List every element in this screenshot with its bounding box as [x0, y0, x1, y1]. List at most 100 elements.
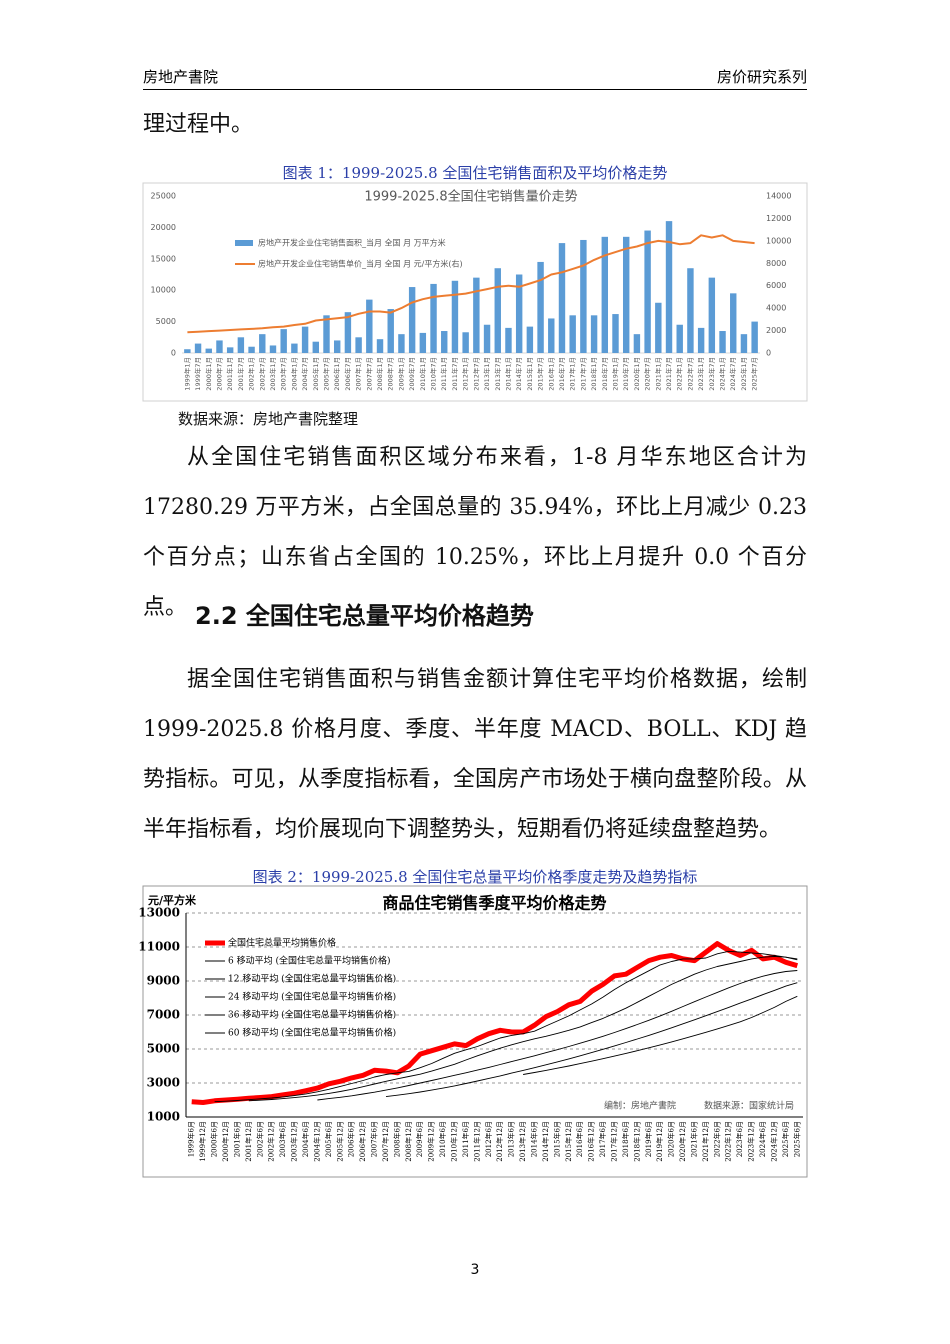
x-tick-label: 2007年6月: [370, 1121, 379, 1157]
x-tick-label: 2001年1月: [225, 357, 234, 391]
bar: [719, 331, 726, 353]
x-tick-label: 2018年12月: [632, 1121, 641, 1162]
x-tick-label: 2005年6月: [324, 1121, 333, 1157]
x-tick-label: 2004年12月: [312, 1121, 321, 1162]
x-tick-label: 2006年1月: [332, 357, 341, 391]
x-tick-label: 2020年12月: [678, 1121, 687, 1162]
x-tick-label: 2001年7月: [236, 357, 245, 391]
x-tick-label: 2016年12月: [587, 1121, 596, 1162]
legend-label: 房地产开发企业住宅销售面积_当月 全国 月 万平方米: [258, 238, 446, 248]
x-tick-label: 2017年7月: [578, 357, 587, 391]
x-tick-label: 2003年1月: [268, 357, 277, 391]
x-tick-label: 2017年1月: [568, 357, 577, 391]
x-tick-label: 2001年12月: [244, 1121, 253, 1162]
x-tick-label: 2003年7月: [279, 357, 288, 391]
x-tick-label: 2006年6月: [347, 1121, 356, 1157]
x-tick-label: 2019年6月: [644, 1121, 653, 1157]
x-tick-label: 2011年6月: [461, 1121, 470, 1157]
x-tick-label: 2016年7月: [557, 357, 566, 391]
bar: [269, 345, 277, 353]
x-tick-label: 2017年12月: [609, 1121, 618, 1162]
x-tick-label: 2014年1月: [503, 357, 512, 391]
bar: [237, 337, 245, 353]
y-tick-label: 1000: [147, 1110, 180, 1124]
x-tick-label: 2010年1月: [418, 357, 427, 391]
paragraph: 从全国住宅销售面积区域分布来看，1-8 月华东地区合计为 17280.29 万平…: [143, 445, 807, 620]
x-tick-label: 2004年7月: [300, 357, 309, 391]
y2-tick-label: 14000: [766, 192, 791, 201]
x-tick-label: 2008年12月: [404, 1121, 413, 1162]
x-tick-label: 2003年6月: [278, 1121, 287, 1157]
page-number: 3: [470, 1262, 480, 1278]
bar: [633, 334, 641, 353]
x-tick-label: 2007年7月: [364, 357, 373, 391]
x-tick-label: 2007年1月: [354, 357, 363, 391]
bar: [708, 277, 716, 353]
x-tick-label: 1999年12月: [198, 1121, 207, 1162]
x-tick-label: 2023年12月: [747, 1121, 756, 1162]
y2-tick-label: 2000: [766, 326, 786, 335]
bar: [398, 334, 405, 353]
bar: [419, 332, 427, 353]
x-tick-label: 2023年6月: [735, 1121, 744, 1157]
chart-title: 1999-2025.8全国住宅销售量价走势: [364, 189, 577, 205]
bar: [601, 236, 609, 353]
x-tick-label: 2013年7月: [493, 357, 502, 391]
legend-label: 36 移动平均 (全国住宅总量平均销售价格): [228, 1009, 396, 1021]
x-tick-label: 2011年1月: [439, 357, 448, 391]
x-tick-label: 2016年6月: [575, 1121, 584, 1157]
x-tick-label: 2003年12月: [290, 1121, 299, 1162]
x-tick-label: 2002年6月: [255, 1121, 264, 1157]
x-tick-label: 2021年1月: [653, 357, 662, 391]
x-tick-label: 2009年6月: [415, 1121, 424, 1157]
section-heading: 2.2 全国住宅总量平均价格趋势: [195, 602, 534, 630]
x-tick-label: 2021年7月: [664, 357, 673, 391]
x-tick-label: 1999年1月: [182, 357, 191, 391]
bar: [248, 346, 255, 353]
x-tick-label: 2025年1月: [739, 357, 748, 391]
x-tick-label: 2021年6月: [689, 1121, 698, 1157]
bar: [740, 334, 748, 353]
y-tick-label: 3000: [147, 1076, 180, 1090]
x-tick-label: 2020年1月: [632, 357, 641, 391]
x-tick-label: 2004年1月: [289, 357, 298, 391]
bar: [494, 268, 501, 353]
y-tick-label: 11000: [138, 940, 180, 954]
x-tick-label: 2015年6月: [552, 1121, 561, 1157]
bar: [580, 239, 587, 353]
bar: [387, 309, 394, 353]
header-rule: [143, 89, 807, 90]
bar: [515, 274, 523, 353]
x-tick-label: 2001年6月: [232, 1121, 241, 1157]
figure-caption: 图表 1：1999-2025.8 全国住宅销售面积及平均价格走势: [282, 164, 668, 182]
x-tick-label: 2006年12月: [358, 1121, 367, 1162]
x-tick-label: 2000年7月: [214, 357, 223, 391]
x-tick-label: 2005年1月: [311, 357, 320, 391]
x-tick-label: 2009年1月: [396, 357, 405, 391]
bar: [697, 327, 705, 353]
bar: [526, 326, 534, 353]
bar: [537, 261, 544, 353]
legend-label: 12 移动平均 (全国住宅总量平均销售价格): [228, 973, 396, 985]
x-tick-label: 2013年12月: [518, 1121, 527, 1162]
y2-tick-label: 0: [766, 349, 771, 358]
x-tick-label: 2021年12月: [701, 1121, 710, 1162]
x-tick-label: 2002年7月: [257, 357, 266, 391]
x-tick-label: 2012年12月: [495, 1121, 504, 1162]
x-tick-label: 2008年6月: [392, 1121, 401, 1157]
x-tick-label: 2019年7月: [621, 357, 630, 391]
x-tick-label: 2019年1月: [611, 357, 620, 391]
x-tick-label: 2012年1月: [461, 357, 470, 391]
bar: [548, 318, 555, 353]
bar: [430, 283, 437, 353]
chart-frame: [142, 182, 808, 402]
bar: [483, 324, 491, 353]
x-tick-label: 2018年1月: [589, 357, 598, 391]
bar: [226, 347, 234, 353]
x-tick-label: 1999年6月: [187, 1121, 196, 1157]
bar: [730, 293, 737, 353]
x-tick-label: 2015年12月: [564, 1121, 573, 1162]
x-tick-label: 2022年6月: [712, 1121, 721, 1157]
bar: [687, 268, 694, 353]
y-tick-label: 10000: [151, 286, 176, 295]
